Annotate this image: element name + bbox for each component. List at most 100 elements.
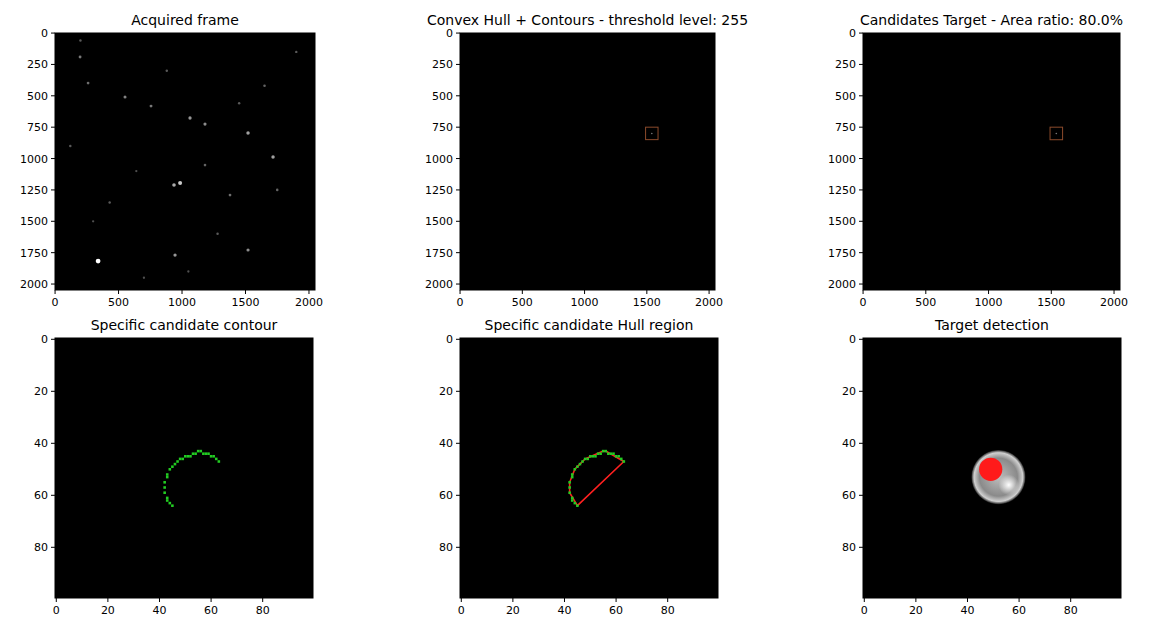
panel-title: Candidates Target - Area ratio: 80.0%: [860, 12, 1123, 28]
contour-pixel: [623, 460, 626, 463]
y-tick-label: 20: [439, 385, 453, 398]
y-tick-label: 750: [835, 121, 856, 134]
image-content: [971, 450, 1025, 504]
star: [108, 201, 110, 203]
y-tick: [51, 252, 55, 253]
image-content: [1050, 127, 1063, 140]
x-tick: [211, 598, 212, 602]
y-tick-label: 40: [842, 437, 856, 450]
contour-pixel: [581, 460, 584, 463]
contour-pixel: [568, 486, 571, 489]
contour-pixel: [599, 452, 602, 455]
y-tick: [456, 158, 460, 159]
x-tick: [1070, 598, 1071, 602]
contour-pixel: [594, 455, 597, 458]
y-tick-label: 500: [27, 90, 48, 103]
x-tick-label: 20: [909, 604, 923, 617]
star: [172, 183, 176, 187]
x-tick: [308, 290, 309, 294]
y-tick: [51, 495, 55, 496]
x-tick-label: 500: [915, 296, 936, 309]
y-tick-label: 0: [446, 333, 453, 346]
x-tick: [967, 598, 968, 602]
candidate-dot: [651, 133, 653, 135]
y-tick: [51, 339, 55, 340]
y-tick: [51, 221, 55, 222]
y-tick-label: 1000: [425, 153, 453, 166]
y-tick: [456, 284, 460, 285]
contour-pixel: [571, 473, 574, 476]
contour-pixel: [205, 452, 208, 455]
y-tick-label: 1250: [425, 184, 453, 197]
x-tick: [512, 598, 513, 602]
contour-pixel: [571, 476, 574, 479]
panel-title: Convex Hull + Contours - threshold level…: [427, 12, 748, 28]
x-tick-label: 80: [1064, 604, 1078, 617]
x-tick: [646, 290, 647, 294]
star: [69, 145, 71, 147]
contour-pixel: [169, 502, 172, 505]
y-tick: [859, 127, 863, 128]
contour-pixel: [166, 499, 169, 502]
image-background: [863, 338, 1121, 598]
y-tick: [859, 221, 863, 222]
y-tick: [51, 443, 55, 444]
x-tick-label: 0: [457, 296, 464, 309]
y-tick: [51, 64, 55, 65]
x-tick-label: 0: [52, 296, 59, 309]
star: [173, 253, 176, 256]
y-tick-label: 60: [439, 489, 453, 502]
y-tick: [456, 495, 460, 496]
y-tick: [859, 252, 863, 253]
x-tick-label: 0: [861, 604, 868, 617]
contour-pixel: [207, 452, 210, 455]
y-tick-label: 2000: [425, 278, 453, 291]
contour-pixel: [604, 450, 607, 453]
x-tick-label: 1000: [571, 296, 599, 309]
x-tick: [461, 598, 462, 602]
x-tick: [667, 598, 668, 602]
x-tick-label: 1500: [1037, 296, 1065, 309]
panel: 020406080020406080Target detection: [842, 317, 1121, 617]
star: [123, 96, 126, 99]
y-tick: [859, 189, 863, 190]
x-tick: [118, 290, 119, 294]
x-tick: [245, 290, 246, 294]
x-tick-label: 60: [1012, 604, 1026, 617]
y-tick: [456, 33, 460, 34]
x-tick: [564, 598, 565, 602]
y-tick-label: 1750: [425, 247, 453, 260]
star: [203, 122, 206, 125]
contour-pixel: [576, 504, 579, 507]
star: [246, 248, 249, 251]
image-background: [863, 33, 1120, 290]
contour-pixel: [166, 476, 169, 479]
x-tick: [182, 290, 183, 294]
star: [79, 39, 81, 41]
axes-frame: [460, 33, 715, 290]
star: [295, 51, 297, 53]
x-tick-label: 80: [661, 604, 675, 617]
y-tick: [859, 95, 863, 96]
star: [92, 220, 94, 222]
contour-pixel: [192, 452, 195, 455]
x-tick: [584, 290, 585, 294]
target-blob: [971, 450, 1025, 504]
y-tick: [456, 127, 460, 128]
y-tick: [456, 95, 460, 96]
x-tick: [56, 598, 57, 602]
panel: 0500100015002000025050075010001250150017…: [828, 12, 1128, 309]
y-tick: [859, 495, 863, 496]
contour-pixel: [615, 455, 618, 458]
y-tick: [51, 391, 55, 392]
y-tick-label: 0: [849, 333, 856, 346]
y-tick: [859, 443, 863, 444]
x-tick: [1019, 598, 1020, 602]
star: [188, 116, 191, 119]
star: [150, 105, 153, 108]
star: [204, 164, 207, 167]
y-tick: [859, 339, 863, 340]
star: [263, 84, 266, 87]
contour-pixel: [184, 455, 187, 458]
contour-pixel: [574, 502, 577, 505]
